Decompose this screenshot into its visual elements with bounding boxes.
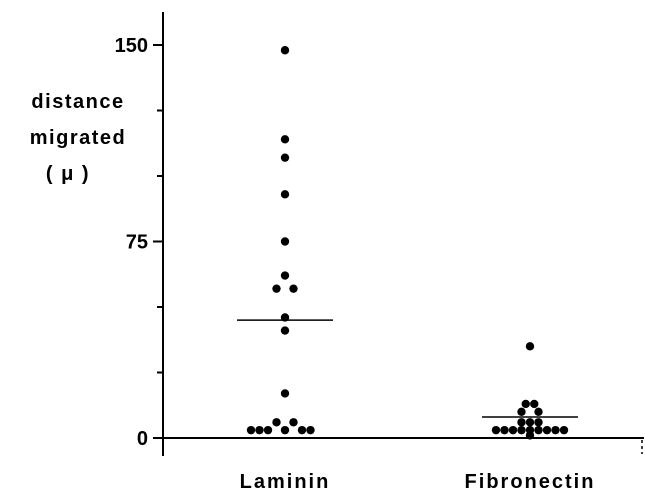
y-tick-label: 75 <box>126 232 148 254</box>
data-point-fibronectin <box>530 399 539 409</box>
data-point-laminin <box>289 284 298 293</box>
data-point-fibronectin <box>491 425 501 435</box>
y-axis-label-line-1: distance <box>31 91 124 113</box>
data-point-laminin <box>280 389 290 398</box>
data-point-laminin <box>280 313 290 322</box>
data-point-fibronectin <box>534 407 543 416</box>
axes <box>162 12 644 456</box>
data-point-laminin <box>280 271 290 280</box>
data-point-fibronectin <box>517 407 526 416</box>
data-point-fibronectin <box>525 418 535 427</box>
data-point-laminin <box>297 425 307 435</box>
data-point-laminin <box>246 425 256 435</box>
y-axis-ticks: 0 75 150 <box>115 35 163 450</box>
y-axis-label: distance migrated ( μ ) <box>30 91 126 185</box>
data-point-laminin <box>263 425 273 435</box>
data-point-laminin <box>280 46 290 55</box>
data-point-laminin <box>289 418 298 427</box>
data-point-laminin <box>280 425 290 435</box>
y-tick-label: 150 <box>115 35 148 57</box>
data-points <box>246 46 569 440</box>
data-point-fibronectin <box>521 399 530 409</box>
data-point-laminin <box>280 135 290 144</box>
data-point-laminin <box>280 237 290 246</box>
category-labels: Laminin Fibronectin <box>240 471 596 493</box>
category-label-fibronectin: Fibronectin <box>465 471 596 493</box>
data-point-laminin <box>280 190 290 199</box>
data-point-laminin <box>272 284 281 293</box>
data-point-fibronectin <box>559 425 569 435</box>
data-point-laminin <box>255 425 264 435</box>
data-point-fibronectin <box>542 425 552 435</box>
data-point-fibronectin <box>551 425 560 435</box>
data-point-fibronectin <box>534 418 543 427</box>
y-axis-label-line-2: migrated <box>30 127 126 149</box>
y-axis-label-line-3: ( μ ) <box>46 163 90 185</box>
data-point-laminin <box>272 418 281 427</box>
data-point-laminin <box>306 425 315 435</box>
data-point-fibronectin <box>500 425 509 435</box>
y-tick-label: 0 <box>137 428 148 450</box>
data-point-laminin <box>280 153 290 162</box>
data-point-fibronectin <box>517 418 526 427</box>
data-point-fibronectin <box>517 425 526 435</box>
data-point-fibronectin <box>534 425 543 435</box>
data-point-fibronectin <box>525 431 535 440</box>
data-point-fibronectin <box>508 425 518 435</box>
category-label-laminin: Laminin <box>240 471 331 493</box>
data-point-fibronectin <box>525 342 535 351</box>
data-point-laminin <box>280 326 290 335</box>
